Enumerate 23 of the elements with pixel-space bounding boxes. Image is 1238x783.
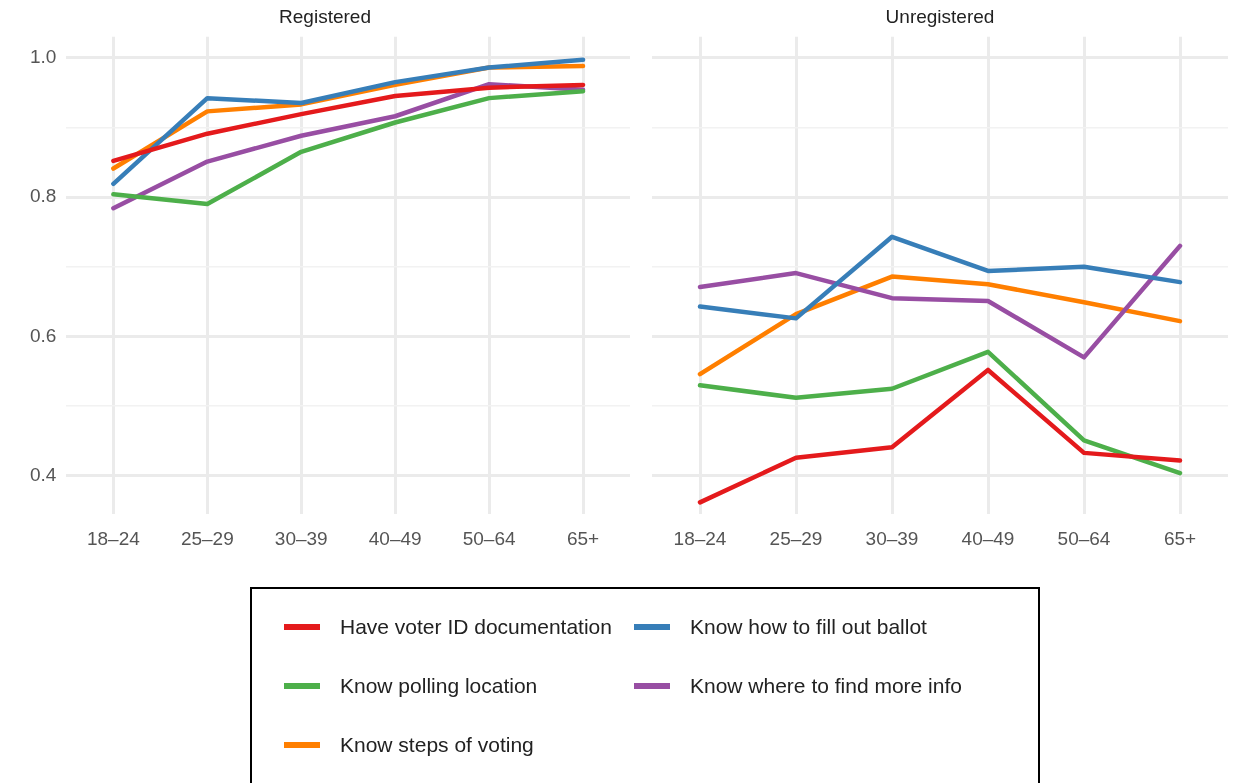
y-tick-label: 0.6 xyxy=(29,324,57,346)
legend-label: Know steps of voting xyxy=(340,732,534,757)
legend-label: Know polling location xyxy=(340,673,538,698)
y-tick-label: 0.4 xyxy=(29,464,57,486)
legend-label: Have voter ID documentation xyxy=(340,614,612,639)
x-tick-label: 50–64 xyxy=(462,527,516,549)
x-tick-label: 30–39 xyxy=(865,527,919,549)
y-tick-label: 1.0 xyxy=(29,45,57,67)
chart-title: Registered xyxy=(279,5,371,27)
legend-label: Know how to fill out ballot xyxy=(689,614,927,639)
y-tick-label: 0.8 xyxy=(29,185,57,207)
x-tick-label: 25–29 xyxy=(180,527,234,549)
x-tick-label: 65+ xyxy=(566,527,600,549)
x-tick-label: 50–64 xyxy=(1057,527,1111,549)
x-tick-label: 18–24 xyxy=(673,527,727,549)
x-tick-label: 25–29 xyxy=(769,527,823,549)
x-tick-label: 18–24 xyxy=(86,527,141,549)
chart-title: Unregistered xyxy=(885,5,995,27)
legend-label: Know where to find more info xyxy=(689,673,962,698)
x-tick-label: 30–39 xyxy=(274,527,328,549)
x-tick-label: 40–49 xyxy=(368,527,422,549)
x-tick-label: 65+ xyxy=(1163,527,1197,549)
x-tick-label: 40–49 xyxy=(961,527,1015,549)
